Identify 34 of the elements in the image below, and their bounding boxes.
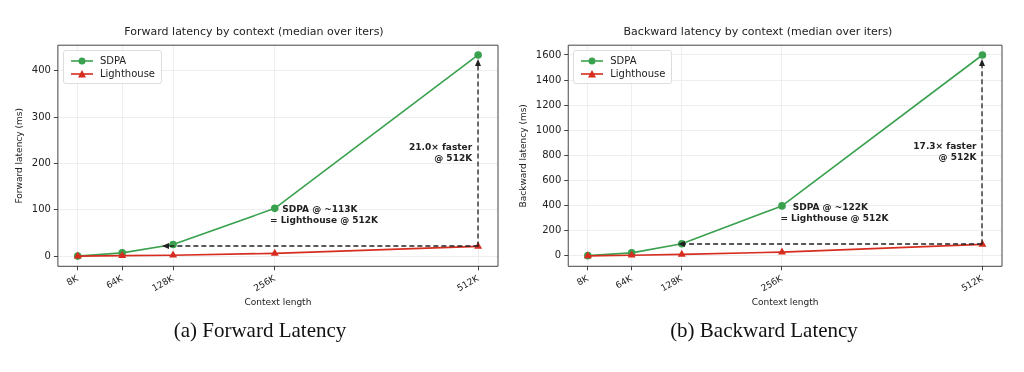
y-tick-label: 200 (31, 157, 51, 168)
y-axis-title: Forward latency (ms) (13, 108, 24, 204)
y-tick-label: 1400 (535, 73, 562, 85)
y-tick-label: 800 (542, 149, 562, 161)
legend-label: SDPA (610, 55, 637, 67)
x-axis-title: Context length (244, 296, 312, 307)
y-tick-label: 200 (542, 224, 562, 236)
text: (b) Backward Latency (669, 318, 859, 343)
legend-label: Lighthouse (610, 68, 666, 80)
x-axis-title: Context length (751, 296, 819, 307)
y-tick-label: 0 (554, 249, 562, 261)
legend-label: Lighthouse (99, 68, 155, 80)
y-tick-label: 1000 (535, 123, 562, 135)
x-tick-label: 8K (574, 272, 591, 288)
x-tick-label: 64K (104, 272, 126, 291)
y-tick-label: 0 (44, 249, 51, 261)
y-axis-title: Backward latency (ms) (517, 104, 528, 208)
chart-title: Backward latency by context (median over iters) (623, 25, 893, 39)
y-tick-label: 1600 (535, 48, 562, 60)
y-tick-label: 100 (31, 203, 51, 215)
text: (a) Forward Latency (172, 318, 348, 343)
y-tick-label: 600 (542, 174, 562, 186)
y-tick-label: 1200 (535, 98, 562, 110)
y-tick-label: 300 (31, 110, 51, 122)
y-tick-label: 400 (542, 199, 562, 211)
annotation: 21.0× faster @ 512K (409, 141, 473, 164)
x-tick-label: 8K (64, 272, 81, 288)
annotation: SDPA @ ~113K = Lighthouse @ 512K (269, 204, 379, 227)
x-tick-label: 64K (613, 272, 635, 291)
chart-title: Forward latency by context (median over iters) (124, 25, 384, 39)
legend-label: SDPA (99, 55, 127, 67)
y-tick-label: 400 (31, 64, 51, 76)
annotation: 17.3× faster @ 512K (913, 140, 977, 163)
annotation: SDPA @ ~122K = Lighthouse @ 512K (780, 202, 889, 225)
